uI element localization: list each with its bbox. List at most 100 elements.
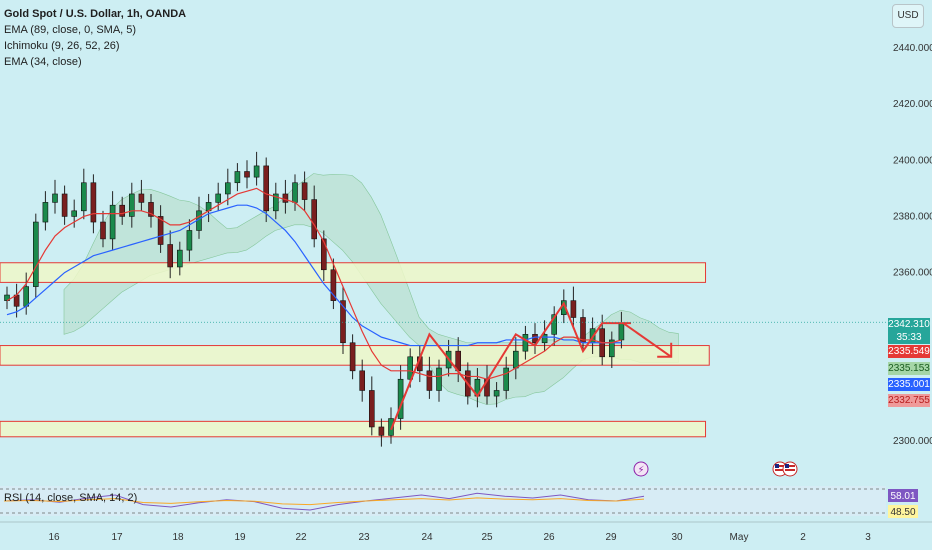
candle[interactable] bbox=[215, 182, 221, 211]
candle[interactable] bbox=[541, 320, 548, 352]
candle[interactable] bbox=[349, 334, 356, 380]
candle[interactable] bbox=[388, 407, 394, 444]
candle[interactable] bbox=[493, 382, 500, 408]
ema-89-line[interactable] bbox=[6, 204, 622, 347]
x-tick-label: 26 bbox=[543, 532, 555, 543]
candle[interactable] bbox=[253, 151, 260, 186]
candle[interactable] bbox=[42, 191, 49, 231]
candle[interactable] bbox=[378, 418, 385, 447]
candle[interactable] bbox=[52, 179, 58, 214]
candle[interactable] bbox=[90, 174, 97, 234]
x-tick-label: May bbox=[730, 532, 749, 543]
rsi-pane[interactable] bbox=[0, 486, 886, 516]
rsi-signal-line bbox=[3, 497, 645, 506]
x-tick-label: 2 bbox=[800, 532, 806, 543]
candle[interactable] bbox=[186, 219, 193, 262]
candle[interactable] bbox=[4, 286, 10, 310]
candle[interactable] bbox=[244, 160, 250, 189]
x-tick-label: 22 bbox=[295, 532, 307, 543]
x-tick-label: 17 bbox=[111, 532, 123, 543]
y-tick-label: 2420.000 bbox=[893, 99, 932, 110]
rsi-value-tag-text: 58.01 bbox=[890, 491, 915, 502]
candle[interactable] bbox=[71, 199, 77, 228]
candle[interactable] bbox=[177, 241, 183, 276]
candle[interactable] bbox=[311, 185, 318, 248]
candle[interactable] bbox=[368, 376, 375, 436]
ema-34-line[interactable] bbox=[6, 187, 622, 380]
currency-button[interactable]: USD bbox=[892, 4, 924, 28]
x-tick-label: 30 bbox=[671, 532, 683, 543]
y-tick-label: 2400.000 bbox=[893, 155, 932, 166]
y-tick-label: 2360.000 bbox=[893, 268, 932, 279]
candle[interactable] bbox=[109, 191, 116, 251]
candle[interactable] bbox=[138, 179, 145, 211]
candle[interactable] bbox=[426, 356, 433, 399]
price-tag: 35:33 bbox=[888, 331, 930, 344]
x-tick-label: 23 bbox=[358, 532, 370, 543]
price-tag: 2335.549 bbox=[888, 345, 930, 358]
y-tick-label: 2300.000 bbox=[893, 436, 932, 447]
candle[interactable] bbox=[263, 157, 270, 223]
candle[interactable] bbox=[81, 168, 87, 220]
candle[interactable] bbox=[570, 286, 577, 329]
us-flag-icon[interactable] bbox=[782, 461, 798, 477]
candle[interactable] bbox=[282, 179, 289, 214]
rsi-value-tag bbox=[888, 489, 918, 502]
candle[interactable] bbox=[359, 359, 366, 402]
candle[interactable] bbox=[340, 286, 346, 354]
zigzag-pattern[interactable] bbox=[390, 301, 631, 431]
indicator-ichimoku[interactable]: Ichimoku (9, 26, 52, 26) bbox=[4, 40, 120, 52]
candle[interactable] bbox=[397, 365, 404, 430]
indicator-ema-89[interactable]: EMA (89, close, 0, SMA, 5) bbox=[4, 24, 137, 36]
price-tag: 2335.153 bbox=[888, 362, 930, 375]
candle[interactable] bbox=[157, 205, 164, 253]
rsi-signal-tag-text: 48.50 bbox=[890, 507, 915, 518]
ichimoku-cloud bbox=[63, 173, 679, 405]
candle[interactable] bbox=[129, 182, 135, 228]
rsi-signal-tag bbox=[888, 505, 918, 518]
candle[interactable] bbox=[32, 213, 39, 298]
candle[interactable] bbox=[272, 182, 279, 220]
candle[interactable] bbox=[119, 196, 125, 225]
candle[interactable] bbox=[532, 323, 538, 354]
support-resistance-zone[interactable] bbox=[0, 420, 707, 438]
x-tick-label: 25 bbox=[481, 532, 493, 543]
candle[interactable] bbox=[61, 185, 68, 225]
candle[interactable] bbox=[522, 325, 529, 360]
chart-legend: Gold Spot / U.S. Dollar, 1h, OANDA EMA (… bbox=[4, 6, 186, 70]
arrow-head bbox=[657, 342, 673, 358]
candle[interactable] bbox=[436, 359, 442, 402]
x-tick-label: 16 bbox=[48, 532, 60, 543]
candle[interactable] bbox=[330, 258, 337, 310]
candle[interactable] bbox=[320, 230, 327, 281]
x-tick-label: 29 bbox=[605, 532, 617, 543]
candle[interactable] bbox=[234, 163, 241, 192]
price-tag: 2342.310 bbox=[888, 318, 930, 331]
candle[interactable] bbox=[148, 193, 154, 228]
candle[interactable] bbox=[503, 356, 510, 399]
price-tag: 2335.001 bbox=[888, 378, 930, 391]
x-tick-label: 3 bbox=[865, 532, 871, 543]
candle[interactable] bbox=[301, 171, 308, 211]
lightning-event-icon[interactable]: ⚡ bbox=[633, 461, 649, 477]
x-tick-label: 18 bbox=[172, 532, 184, 543]
price-tag: 2332.755 bbox=[888, 394, 930, 407]
candle[interactable] bbox=[551, 306, 558, 346]
symbol-title[interactable]: Gold Spot / U.S. Dollar, 1h, OANDA bbox=[4, 8, 187, 20]
rsi-line[interactable] bbox=[3, 492, 645, 511]
support-resistance-zone[interactable] bbox=[0, 262, 707, 283]
candle[interactable] bbox=[167, 230, 173, 279]
price-axis[interactable] bbox=[886, 0, 932, 550]
candle[interactable] bbox=[100, 210, 106, 248]
y-tick-label: 2440.000 bbox=[893, 43, 932, 54]
candle[interactable] bbox=[608, 331, 615, 369]
x-tick-label: 24 bbox=[421, 532, 433, 543]
indicator-ema-34[interactable]: EMA (34, close) bbox=[4, 56, 82, 68]
rsi-legend[interactable]: RSI (14, close, SMA, 14, 2) bbox=[4, 492, 138, 504]
projection-arrow[interactable] bbox=[622, 322, 672, 358]
lightning-label: ⚡ bbox=[637, 465, 644, 476]
x-tick-label: 19 bbox=[234, 532, 246, 543]
y-tick-label: 2380.000 bbox=[893, 211, 932, 222]
